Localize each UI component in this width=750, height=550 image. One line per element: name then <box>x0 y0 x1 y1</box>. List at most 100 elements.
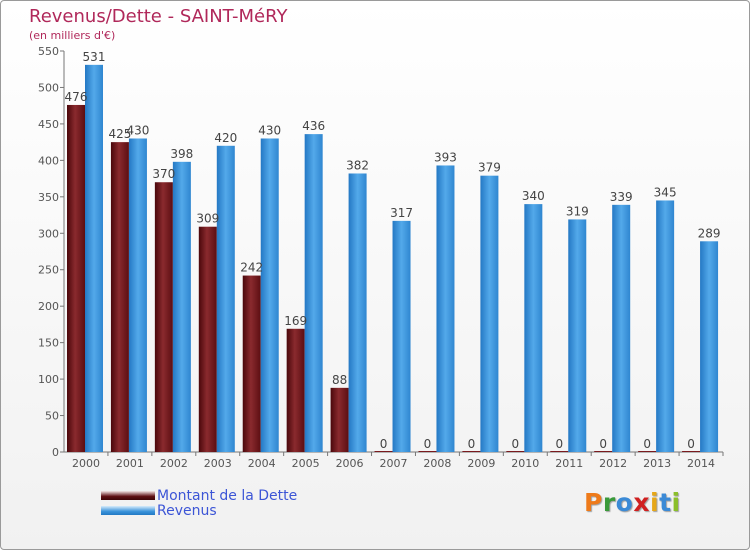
bar-revenus <box>304 134 323 452</box>
x-tick-label: 2006 <box>336 457 364 470</box>
data-label-revenus: 289 <box>698 226 721 240</box>
bar-dette <box>198 226 217 452</box>
legend-item-dette: Montant de la Dette <box>101 487 298 504</box>
data-label-dette: 0 <box>643 437 651 451</box>
logo-letter: t <box>659 488 672 517</box>
bar-dette <box>154 182 173 452</box>
y-tick-label: 0 <box>52 446 59 459</box>
logo-letter: i <box>650 488 660 517</box>
bar-revenus <box>172 161 191 452</box>
chart-legend: Montant de la Dette Revenus <box>101 487 298 519</box>
y-tick-label: 450 <box>38 118 59 131</box>
bar-revenus <box>568 219 587 452</box>
data-label-dette: 0 <box>424 437 432 451</box>
legend-label-revenus: Revenus <box>157 502 217 519</box>
bar-revenus <box>700 241 719 452</box>
x-tick-label: 2013 <box>643 457 671 470</box>
x-tick-label: 2001 <box>116 457 144 470</box>
chart-subtitle: (en milliers d'€) <box>29 29 116 42</box>
data-label-revenus: 379 <box>478 161 501 175</box>
bar-revenus <box>128 138 147 452</box>
data-label-revenus: 420 <box>214 131 237 145</box>
bar-revenus <box>85 64 103 452</box>
bar-dette <box>594 451 613 452</box>
bar-dette <box>550 451 569 452</box>
x-tick-label: 2000 <box>72 457 100 470</box>
bar-revenus <box>392 220 411 452</box>
x-tick-label: 2002 <box>160 457 188 470</box>
x-tick-label: 2005 <box>292 457 320 470</box>
bar-dette <box>638 451 657 452</box>
bar-dette <box>506 451 525 452</box>
logo-letter: r <box>602 488 616 517</box>
data-label-revenus: 339 <box>610 190 633 204</box>
data-label-dette: 0 <box>599 437 607 451</box>
bar-dette <box>110 142 129 453</box>
data-label-dette: 169 <box>284 314 307 328</box>
logo-letter: P <box>584 488 603 517</box>
legend-swatch-revenus <box>101 506 155 515</box>
data-label-dette: 309 <box>196 212 219 226</box>
y-tick-label: 150 <box>38 337 59 350</box>
data-label-dette: 476 <box>65 90 88 104</box>
bar-dette <box>67 104 85 452</box>
data-label-revenus: 436 <box>302 119 325 133</box>
logo-letter: o <box>615 488 634 517</box>
data-label-dette: 0 <box>555 437 563 451</box>
proxiti-logo: Proxiti <box>584 488 681 517</box>
data-label-revenus: 319 <box>566 204 589 218</box>
data-label-dette: 0 <box>512 437 520 451</box>
y-tick-label: 500 <box>38 81 59 94</box>
data-label-revenus: 345 <box>654 185 677 199</box>
data-label-dette: 425 <box>108 127 131 141</box>
legend-label-dette: Montant de la Dette <box>157 487 298 504</box>
y-tick-label: 200 <box>38 300 59 313</box>
data-label-dette: 0 <box>468 437 476 451</box>
bar-revenus <box>436 165 455 452</box>
bar-revenus <box>216 145 235 453</box>
data-label-revenus: 430 <box>258 123 281 137</box>
data-label-dette: 0 <box>687 437 695 451</box>
x-tick-label: 2011 <box>555 457 583 470</box>
y-tick-label: 250 <box>38 264 59 277</box>
x-tick-label: 2007 <box>380 457 408 470</box>
logo-letter: x <box>633 488 650 517</box>
y-tick-label: 350 <box>38 191 59 204</box>
bar-revenus <box>480 175 499 452</box>
x-tick-label: 2004 <box>248 457 276 470</box>
data-label-revenus: 393 <box>434 150 457 164</box>
bar-revenus <box>612 204 631 452</box>
legend-item-revenus: Revenus <box>101 502 297 519</box>
data-label-dette: 88 <box>332 373 347 387</box>
bar-revenus <box>348 173 367 452</box>
y-tick-label: 400 <box>38 154 59 167</box>
data-label-revenus: 340 <box>522 189 545 203</box>
x-tick-label: 2012 <box>599 457 627 470</box>
data-label-revenus: 382 <box>346 158 369 172</box>
data-label-revenus: 430 <box>126 123 149 137</box>
x-tick-label: 2008 <box>423 457 451 470</box>
bar-revenus <box>260 138 279 452</box>
logo-letter: i <box>671 488 681 517</box>
bar-dette <box>462 451 481 452</box>
x-tick-label: 2009 <box>467 457 495 470</box>
y-tick-label: 550 <box>38 45 59 58</box>
bar-dette <box>682 451 701 452</box>
chart-title: Revenus/Dette - SAINT-MéRY <box>29 6 288 27</box>
x-tick-label: 2010 <box>511 457 539 470</box>
bar-dette <box>418 451 437 452</box>
data-label-dette: 370 <box>152 167 175 181</box>
legend-swatch-dette <box>101 491 155 500</box>
bar-dette <box>330 387 349 452</box>
bar-dette <box>374 451 393 452</box>
y-tick-label: 50 <box>45 410 59 423</box>
bar-revenus <box>656 200 675 452</box>
data-label-revenus: 317 <box>390 206 413 220</box>
x-tick-label: 2014 <box>687 457 715 470</box>
y-tick-label: 300 <box>38 227 59 240</box>
bar-dette <box>242 275 261 452</box>
x-tick-label: 2003 <box>204 457 232 470</box>
data-label-dette: 242 <box>240 261 263 275</box>
